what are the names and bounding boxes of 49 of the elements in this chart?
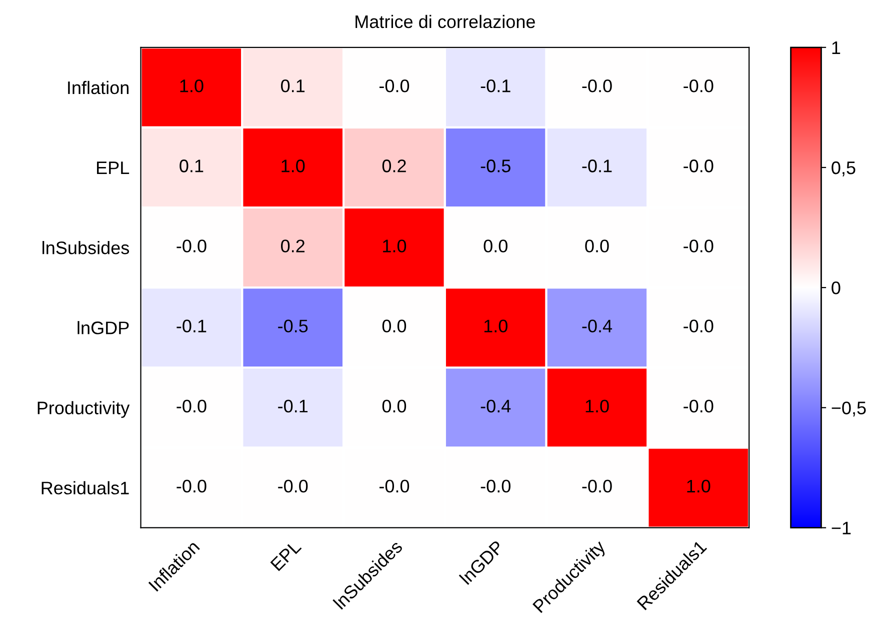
data-label: -0.0 <box>176 480 206 493</box>
data-label: 0.0 <box>484 240 508 252</box>
data-label: -0.0 <box>176 400 206 412</box>
data-label: -0.4 <box>480 400 511 412</box>
data-label: 1.0 <box>484 320 508 332</box>
chart-title: Matrice di correlazione <box>356 14 535 28</box>
data-label: -0.4 <box>582 320 612 332</box>
color-bar-label: 0,5 <box>832 161 856 176</box>
color-bar-label: −1 <box>832 522 851 534</box>
data-label: 0.1 <box>281 79 305 92</box>
y-tick-label: EPL <box>97 162 130 174</box>
data-label: -0.5 <box>278 320 308 332</box>
data-label: -0.1 <box>176 320 206 332</box>
x-tick-label: EPL <box>270 540 302 572</box>
data-label: -0.0 <box>684 79 714 92</box>
data-label: 1.0 <box>586 400 609 412</box>
data-label: 1.0 <box>180 79 204 92</box>
y-tick-label: lnSubsides <box>42 240 130 254</box>
data-label: -0.0 <box>176 240 206 252</box>
y-tick-label: Residuals1 <box>42 481 129 494</box>
data-label: 0.2 <box>382 160 406 172</box>
data-label: 0.1 <box>180 160 204 172</box>
data-label: 1.0 <box>383 240 406 252</box>
data-label: -0.1 <box>480 79 510 92</box>
data-label: -0.0 <box>480 480 510 493</box>
data-label: -0.0 <box>582 79 612 92</box>
data-label: -0.0 <box>684 320 714 332</box>
data-label: 0.0 <box>382 400 406 412</box>
data-label: -0.0 <box>684 400 714 412</box>
data-label: -0.1 <box>582 160 612 172</box>
y-tick-label: lnGDP <box>78 321 129 334</box>
data-label: -0.0 <box>278 480 308 493</box>
data-label: -0.0 <box>684 240 714 252</box>
data-label: -0.0 <box>582 480 612 493</box>
data-label: 1.0 <box>282 160 305 172</box>
data-label: -0.0 <box>379 480 410 493</box>
color-bar-label: 0 <box>832 281 840 294</box>
color-bar-label: −0,5 <box>832 402 866 416</box>
data-label: 0.0 <box>382 320 406 332</box>
data-label: -0.5 <box>480 160 510 172</box>
data-label: -0.1 <box>278 400 308 412</box>
y-tick-label: Productivity <box>38 401 130 418</box>
y-tick-label: Inflation <box>68 80 128 94</box>
data-label: 0.2 <box>281 240 304 252</box>
data-label: 1.0 <box>687 480 710 493</box>
data-label: -0.0 <box>684 160 714 172</box>
data-label: -0.0 <box>379 79 410 92</box>
color-bar-label: 1 <box>832 42 840 54</box>
data-label: 0.0 <box>585 240 609 252</box>
